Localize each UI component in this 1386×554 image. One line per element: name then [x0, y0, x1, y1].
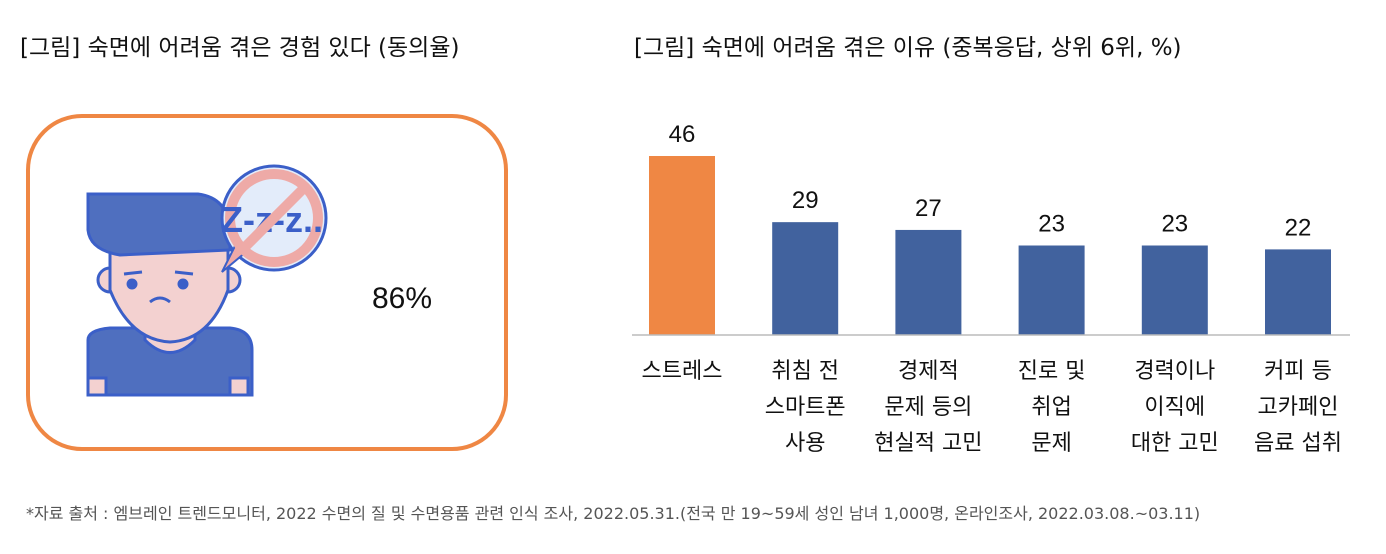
category-label: 취업 — [1031, 395, 1071, 420]
category-label: 음료 섭취 — [1254, 431, 1342, 456]
category-label: 사용 — [785, 431, 825, 456]
chart-title: [그림] 숙면에 어려움 겪은 이유 (중복응답, 상위 6위, %) — [634, 35, 1182, 61]
category-label: 현실적 고민 — [874, 431, 982, 456]
footnote: *자료 출처 : 엠브레인 트렌드모니터, 2022 수면의 질 및 수면용품 … — [26, 504, 1201, 523]
agreement-percentage: 86% — [372, 282, 433, 315]
data-label: 23 — [1161, 211, 1188, 238]
data-label: 22 — [1285, 214, 1312, 241]
category-label: 취침 전 — [771, 359, 839, 384]
sleepless-person-icon — [86, 192, 254, 397]
bar — [772, 222, 839, 335]
category-label: 스트레스 — [642, 359, 723, 384]
category-label: 이직에 — [1144, 395, 1205, 420]
data-label: 23 — [1038, 211, 1065, 238]
bar — [1141, 245, 1208, 335]
category-label: 경제적 — [898, 359, 959, 384]
category-label: 진로 및 — [1018, 359, 1086, 384]
bar — [1265, 249, 1331, 335]
category-label: 스마트폰 — [765, 395, 846, 420]
category-label: 문제 등의 — [884, 395, 972, 420]
no-sleep-bubble-icon: Z-z-z.. — [220, 164, 328, 273]
category-label: 경력이나 — [1134, 359, 1215, 384]
data-label: 29 — [792, 187, 819, 214]
category-label: 커피 등 — [1264, 359, 1332, 384]
bar — [1018, 245, 1085, 335]
category-label: 대한 고민 — [1131, 431, 1219, 456]
bar — [895, 229, 962, 335]
agreement-card — [26, 114, 508, 451]
data-label: 46 — [669, 121, 696, 148]
bar — [649, 156, 715, 335]
data-label: 27 — [915, 195, 942, 222]
category-label: 고카페인 — [1258, 395, 1339, 420]
left-panel-title: [그림] 숙면에 어려움 겪은 경험 있다 (동의율) — [20, 35, 460, 61]
category-label: 문제 — [1031, 431, 1071, 456]
